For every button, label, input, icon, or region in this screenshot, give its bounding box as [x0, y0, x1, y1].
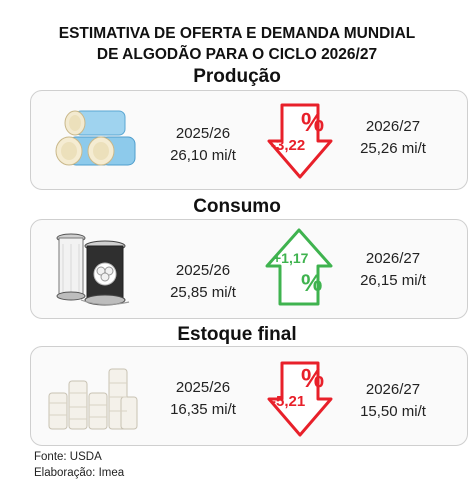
cotton-stock-bales-icon	[45, 363, 139, 433]
production-change: -3,22	[271, 137, 305, 154]
production-prev-value: 26,10 mi/t	[153, 145, 253, 167]
consumption-prev-year: 2025/26	[153, 260, 253, 282]
section-heading-consumption: Consumo	[0, 196, 474, 218]
production-prev-year: 2025/26	[153, 123, 253, 145]
ending-stock-next-year: 2026/27	[343, 379, 443, 401]
ending-stock-percent-sign: %	[301, 363, 324, 394]
ending-stock-next-value: 15,50 mi/t	[343, 401, 443, 423]
cotton-bales-icon	[45, 105, 137, 175]
thread-spools-icon	[51, 230, 133, 312]
ending-stock-change: -5,21	[271, 393, 305, 410]
consumption-panel: 2025/26 25,85 mi/t +1,17 % 2026/27 26,15…	[30, 219, 468, 319]
consumption-percent-sign: %	[301, 270, 322, 298]
ending-stock-prev-year: 2025/26	[153, 377, 253, 399]
source-note: Fonte: USDA	[34, 449, 102, 465]
section-heading-production: Produção	[0, 66, 474, 88]
credit-note: Elaboração: Imea	[34, 465, 124, 481]
production-panel: 2025/26 26,10 mi/t % -3,22 2026/27 25,26…	[30, 90, 468, 190]
production-next-value: 25,26 mi/t	[343, 138, 443, 160]
title-line-1: ESTIMATIVA DE OFERTA E DEMANDA MUNDIAL	[0, 23, 474, 44]
consumption-next-value: 26,15 mi/t	[343, 270, 443, 292]
production-next-year: 2026/27	[343, 116, 443, 138]
consumption-prev-value: 25,85 mi/t	[153, 282, 253, 304]
up-arrow-icon	[263, 226, 335, 308]
title-line-2: DE ALGODÃO PARA O CICLO 2026/27	[0, 44, 474, 65]
section-heading-ending-stock: Estoque final	[0, 324, 474, 346]
ending-stock-panel: 2025/26 16,35 mi/t % -5,21 2026/27 15,50…	[30, 346, 468, 446]
consumption-change: +1,17	[273, 250, 308, 266]
production-percent-sign: %	[301, 107, 324, 138]
consumption-next-year: 2026/27	[343, 248, 443, 270]
ending-stock-prev-value: 16,35 mi/t	[153, 399, 253, 421]
